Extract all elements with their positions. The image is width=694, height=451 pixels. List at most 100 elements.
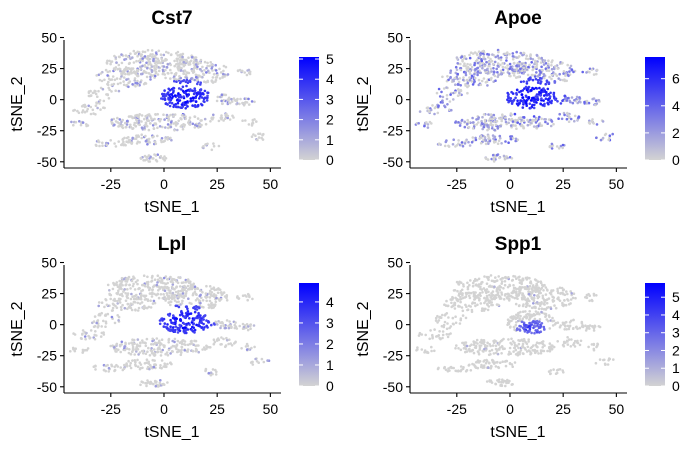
data-point: [129, 52, 132, 55]
data-point: [213, 323, 216, 326]
data-point: [138, 351, 142, 354]
data-point: [129, 125, 133, 129]
data-point: [174, 73, 178, 76]
data-point: [154, 54, 157, 57]
data-point: [566, 96, 570, 100]
data-point: [535, 117, 539, 120]
data-point: [93, 337, 97, 341]
data-point: [131, 359, 134, 362]
data-point: [445, 94, 449, 97]
data-point: [570, 68, 574, 71]
data-point: [531, 58, 535, 61]
data-point: [151, 124, 155, 127]
data-point: [120, 287, 123, 291]
data-point: [180, 114, 184, 117]
data-point: [564, 71, 568, 75]
data-point: [527, 292, 531, 296]
data-point: [87, 91, 91, 94]
data-point: [189, 97, 193, 100]
x-axis-title: tSNE_1: [144, 199, 199, 216]
data-point: [486, 128, 489, 132]
data-point: [192, 96, 195, 100]
data-point: [129, 302, 133, 306]
data-point: [416, 346, 419, 349]
data-point: [437, 366, 440, 370]
data-point: [533, 349, 536, 353]
data-point: [167, 87, 170, 91]
data-point: [530, 315, 534, 318]
data-point: [509, 74, 512, 78]
data-point: [528, 321, 531, 325]
data-point: [169, 289, 172, 293]
data-point: [197, 299, 201, 302]
data-point: [542, 73, 546, 76]
data-point: [173, 337, 177, 341]
data-point: [563, 113, 566, 117]
data-point: [527, 78, 531, 82]
data-point: [178, 326, 182, 329]
data-point: [230, 100, 234, 103]
data-point: [256, 138, 259, 142]
data-point: [486, 341, 489, 345]
data-point: [86, 107, 89, 111]
data-point: [194, 299, 198, 302]
data-point: [441, 101, 444, 104]
data-point: [561, 146, 564, 150]
data-point: [482, 307, 486, 311]
data-point: [547, 59, 550, 62]
data-point: [117, 315, 121, 319]
data-point: [151, 53, 154, 56]
data-point: [516, 297, 519, 301]
data-point: [169, 53, 173, 57]
data-point: [552, 67, 556, 71]
data-point: [528, 299, 531, 303]
data-point: [216, 323, 219, 326]
data-point: [585, 71, 588, 74]
data-point: [559, 144, 563, 148]
data-point: [202, 306, 205, 309]
data-point: [80, 105, 84, 108]
data-point: [518, 304, 521, 307]
data-point: [595, 68, 599, 72]
data-point: [465, 305, 468, 309]
data-point: [165, 327, 169, 330]
data-point: [80, 337, 83, 341]
x-tick-label: 50: [609, 401, 625, 417]
data-point: [453, 76, 457, 80]
data-point: [562, 72, 565, 75]
data-point: [124, 68, 128, 72]
data-point: [202, 346, 206, 349]
data-point: [537, 352, 540, 355]
data-point: [519, 51, 523, 55]
data-point: [225, 339, 229, 342]
data-point: [104, 364, 108, 368]
data-point: [473, 63, 476, 67]
data-point: [486, 72, 490, 75]
data-point: [552, 368, 555, 371]
data-point: [475, 123, 479, 126]
data-point: [519, 67, 522, 71]
data-point: [131, 56, 134, 59]
data-point: [518, 275, 521, 279]
data-point: [476, 61, 480, 65]
data-point: [91, 108, 95, 112]
y-tick-label: 0: [49, 317, 57, 333]
data-point: [499, 73, 503, 76]
data-point: [575, 341, 579, 344]
data-point: [482, 113, 486, 116]
data-point: [119, 350, 122, 354]
data-point: [431, 336, 434, 340]
data-point: [539, 280, 543, 284]
data-point: [186, 328, 190, 331]
data-point: [481, 62, 485, 65]
data-point: [497, 139, 501, 143]
data-point: [153, 354, 156, 357]
data-point: [601, 120, 605, 123]
data-point: [178, 329, 182, 333]
data-point: [180, 58, 183, 62]
data-point: [135, 59, 138, 63]
data-point: [118, 118, 122, 121]
x-tick-label: -25: [101, 401, 121, 417]
data-point: [185, 76, 188, 79]
data-point: [110, 90, 113, 93]
